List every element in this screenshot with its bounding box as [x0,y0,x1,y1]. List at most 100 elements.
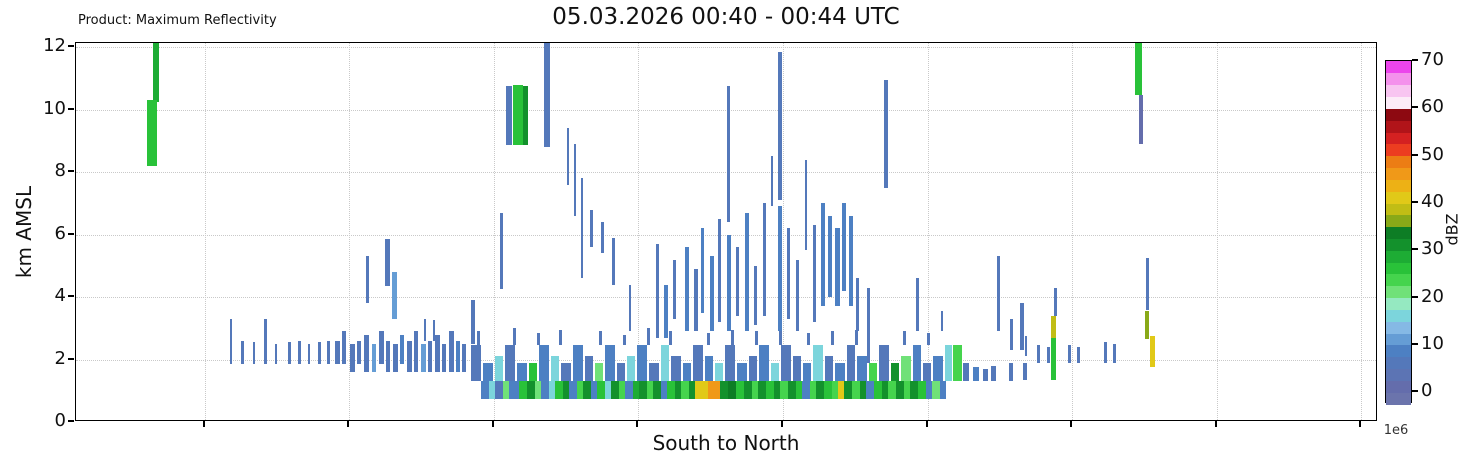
reflectivity-bar [688,381,695,399]
reflectivity-bar [1076,347,1080,363]
y-tick-label: 0 [54,410,66,431]
reflectivity-bar [801,381,810,399]
reflectivity-bar [859,381,866,399]
reflectivity-bar [632,381,639,399]
reflectivity-bar [499,212,503,290]
x-axis-tick [491,421,494,427]
colorbar-tick [1412,153,1418,156]
reflectivity-bar [652,381,661,399]
reflectivity-bar [700,228,704,313]
colorbar-segment [1386,273,1411,287]
reflectivity-bar [735,381,744,399]
reflectivity-bar [646,381,653,399]
reflectivity-bar [638,381,647,399]
reflectivity-bar [737,362,748,382]
reflectivity-bar [848,215,854,307]
reflectivity-bar [774,381,780,399]
reflectivity-bar [541,381,549,399]
reflectivity-bar [596,381,605,399]
grid-line-x [349,43,351,420]
reflectivity-bar [781,345,792,382]
colorbar-segment [1386,84,1411,98]
reflectivity-bar [421,343,426,372]
x-axis-tick [1070,421,1073,427]
reflectivity-bar [1067,345,1071,363]
reflectivity-bar [516,362,527,382]
reflectivity-bar [1135,43,1143,96]
reflectivity-bar [560,362,571,382]
reflectivity-bar [940,381,946,399]
reflectivity-bar [1051,337,1056,380]
grid-line-x [204,43,206,420]
reflectivity-bar [759,345,770,382]
reflectivity-bar [991,365,996,382]
reflectivity-bar [577,381,583,399]
reflectivity-bar [953,345,962,382]
reflectivity-bar [1145,311,1150,340]
reflectivity-bar [146,100,157,166]
reflectivity-bar [843,381,852,399]
reflectivity-bar [807,332,811,346]
reflectivity-bar [1023,362,1028,380]
reflectivity-bar [559,329,563,346]
reflectivity-bar [809,381,816,399]
reflectivity-bar [549,381,555,399]
colorbar-segment [1386,356,1411,370]
reflectivity-bar [550,356,559,382]
reflectivity-bar [869,362,877,382]
reflectivity-bar [815,381,824,399]
x-axis-label: South to North [652,431,800,455]
reflectivity-bar [831,331,834,346]
reflectivity-bar [424,318,426,341]
reflectivity-bar [624,381,633,399]
reflectivity-bar [628,284,631,332]
reflectivity-bar [1020,303,1025,351]
reflectivity-bar [866,381,874,399]
reflectivity-bar [796,381,802,399]
reflectivity-bar [253,342,255,365]
colorbar-tick [1412,59,1418,61]
colorbar-tick-label: 50 [1421,143,1444,165]
reflectivity-bar [582,381,591,399]
reflectivity-bar [672,259,676,319]
reflectivity-bar [308,343,310,365]
reflectivity-bar [1150,336,1155,368]
reflectivity-bar [477,331,480,346]
y-axis-tick [68,170,74,172]
reflectivity-bar [637,345,648,382]
reflectivity-bar [391,272,397,319]
colorbar-segment [1386,333,1411,346]
x-axis-tick [1214,421,1217,427]
reflectivity-bar [599,331,602,346]
reflectivity-bar [725,345,736,382]
grid-line-y [76,109,1376,111]
reflectivity-bar [835,362,846,382]
reflectivity-bar [881,381,888,399]
reflectivity-bar [751,381,758,399]
colorbar-segment [1386,309,1411,322]
colorbar-segment [1386,120,1411,133]
reflectivity-bar [371,343,376,372]
colorbar-tick [1412,248,1418,251]
reflectivity-bar [796,259,799,332]
reflectivity-bar [837,381,844,399]
reflectivity-bar [527,381,535,399]
reflectivity-bar [754,331,758,346]
reflectivity-bar [1010,318,1014,351]
reflectivity-bar [341,331,347,365]
reflectivity-bar [888,381,896,399]
reflectivity-bar [538,345,549,382]
x-axis-offset-label: 1e6 [1383,423,1409,438]
reflectivity-bar [537,332,541,346]
reflectivity-bar [918,381,926,399]
reflectivity-bar [835,228,840,307]
reflectivity-bar [744,381,752,399]
reflectivity-bar [471,300,476,344]
reflectivity-bar [528,362,537,382]
reflectivity-bar [519,381,527,399]
reflectivity-bar [856,356,867,382]
reflectivity-bar [910,381,918,399]
reflectivity-bar [926,381,933,399]
reflectivity-bar [932,356,943,382]
grid-line-x [927,43,929,420]
